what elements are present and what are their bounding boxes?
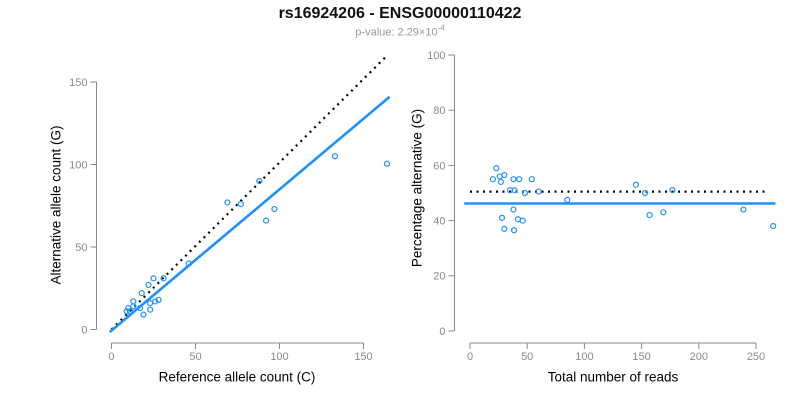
data-point (510, 176, 517, 183)
x-tick-label: 150 (632, 351, 650, 363)
y-tick-label: 80 (433, 105, 445, 117)
data-point (498, 214, 506, 221)
data-point (147, 306, 154, 313)
x-tick-label: 200 (690, 351, 708, 363)
data-point (126, 308, 134, 315)
data-point (331, 153, 339, 160)
x-tick-label: 100 (575, 351, 593, 363)
y-tick-label: 20 (433, 271, 445, 283)
y-tick-label: 50 (75, 242, 87, 254)
x-tick-label: 0 (467, 351, 473, 363)
data-point (632, 181, 639, 188)
data-point (271, 205, 278, 213)
data-point (160, 275, 167, 282)
x-tick-label: 250 (747, 351, 765, 363)
data-point (669, 187, 676, 194)
x-tick-label: 50 (521, 351, 533, 363)
x-tick-label: 100 (270, 351, 288, 363)
data-point (256, 177, 263, 185)
right-x-axis-title: Total number of reads (547, 369, 679, 385)
data-point (145, 281, 152, 289)
left-x-axis-title: Reference allele count (C) (158, 369, 316, 385)
plot-title: rs16924206 - ENSG00000110422 (278, 5, 522, 22)
y-tick-label: 150 (69, 77, 87, 89)
data-point (641, 189, 649, 197)
pvalue-exponent: -4 (437, 23, 445, 33)
data-point (489, 176, 496, 183)
data-point (130, 298, 137, 305)
data-point (501, 171, 508, 179)
data-point (528, 176, 535, 183)
data-point (493, 165, 500, 172)
data-point (140, 311, 147, 318)
data-point (510, 206, 517, 213)
data-point (740, 206, 747, 213)
expected-50pct-line (110, 54, 388, 331)
data-point (660, 209, 667, 216)
data-point (123, 308, 130, 315)
y-tick-label: 40 (433, 215, 445, 227)
data-point (521, 189, 529, 197)
left-y-axis-title: Alternative allele count (G) (48, 125, 64, 285)
data-point (262, 217, 270, 224)
data-point (224, 199, 231, 206)
x-tick-label: 150 (354, 351, 372, 363)
data-point (510, 227, 518, 234)
data-point (511, 187, 518, 194)
data-point (646, 211, 653, 219)
y-tick-label: 0 (439, 326, 445, 338)
data-point (497, 178, 504, 186)
data-point (770, 223, 777, 230)
data-point (136, 304, 144, 312)
x-tick-label: 50 (189, 351, 201, 363)
data-point (535, 188, 542, 195)
data-point (138, 290, 145, 297)
data-point (152, 298, 159, 305)
data-point (237, 201, 244, 208)
data-point (147, 300, 154, 307)
data-point (150, 275, 157, 282)
data-point (516, 176, 523, 183)
data-point (564, 196, 571, 203)
y-tick-label: 100 (69, 159, 87, 171)
plot-subtitle: p-value: 2.29×10-4 (355, 24, 444, 39)
data-point (519, 217, 526, 224)
x-tick-label: 0 (108, 351, 114, 363)
data-point (155, 296, 162, 303)
data-point (185, 260, 192, 267)
fit-line (108, 95, 391, 333)
y-tick-label: 60 (433, 160, 445, 172)
data-point (383, 160, 391, 167)
pvalue-text: p-value: 2.29×10 (355, 26, 438, 39)
data-point (501, 225, 508, 232)
y-tick-label: 100 (427, 50, 445, 62)
right-y-axis-title: Percentage alternative (G) (409, 108, 425, 268)
y-tick-label: 0 (81, 324, 87, 336)
